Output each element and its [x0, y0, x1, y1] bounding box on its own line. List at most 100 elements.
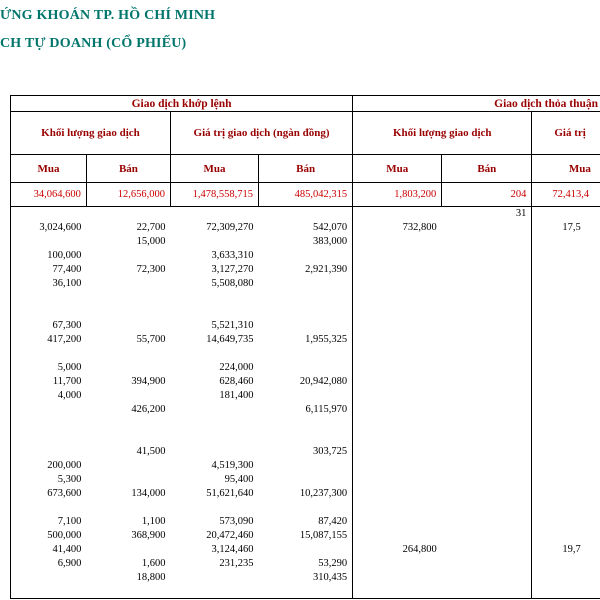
table-cell — [531, 458, 600, 473]
table-cell: 394,900 — [131, 376, 166, 387]
table-cell: 5,521,310 — [211, 320, 254, 331]
table-cell — [10, 416, 87, 431]
totals-cell: 485,042,315 — [258, 182, 354, 207]
table-cell — [531, 290, 600, 305]
table-cell: 7,100 — [10, 514, 87, 529]
table-cell — [442, 557, 532, 571]
table-cell — [352, 528, 442, 543]
table-row — [10, 584, 600, 599]
table-header: Giao dịch khớp lệnh Giao dịch thỏa thuận K… — [9, 95, 600, 183]
table-row — [10, 500, 600, 515]
table-cell — [86, 543, 170, 557]
table-cell — [10, 500, 87, 515]
table-cell: 4,000 — [10, 388, 87, 403]
table-cell — [170, 431, 258, 445]
table-cell: 100,000 — [10, 248, 87, 263]
table-cell — [531, 346, 600, 361]
table-cell: 5,508,080 — [211, 278, 254, 289]
table-cell — [442, 529, 532, 543]
table-row: 4,000 181,400 — [10, 388, 600, 403]
table-row: 5,300 95,400 — [10, 472, 600, 487]
table-cell: 17,5 — [531, 220, 600, 235]
table-cell: 500,000 — [10, 528, 87, 543]
report-title-line1: ỨNG KHOÁN TP. HỒ CHÍ MINH — [0, 8, 216, 23]
table-cell: 3,633,310 — [211, 250, 254, 261]
table-cell — [352, 500, 442, 515]
table-cell — [86, 584, 171, 599]
table-row: 673,600 134,000 51,621,640 10,237,300 — [10, 486, 600, 501]
table-cell — [259, 473, 353, 487]
table-cell — [170, 235, 258, 249]
table-cell — [352, 472, 442, 487]
totals-cell: 34,064,600 — [10, 182, 87, 207]
table-cell: 55,700 — [136, 334, 166, 345]
table-row: 36,100 5,508,080 — [10, 276, 600, 291]
table-cell — [442, 403, 532, 417]
table-cell — [352, 374, 442, 389]
table-row: 7,100 1,100 573,090 87,420 — [10, 514, 600, 529]
table-cell — [352, 248, 442, 263]
table-cell — [352, 486, 442, 501]
table-cell — [442, 291, 532, 305]
totals-cell: 1,803,200 — [352, 182, 443, 207]
table-cell — [442, 249, 532, 263]
table-cell — [170, 207, 258, 221]
table-cell: 231,235 — [219, 558, 254, 569]
table-row: 31 — [10, 206, 600, 221]
table-cell — [352, 290, 442, 305]
table-cell: 72,309,270 — [206, 222, 254, 233]
table-cell: 200,000 — [10, 458, 87, 473]
table-cell — [86, 291, 170, 305]
table-row: 18,800 310,435 — [10, 570, 600, 585]
table-cell — [352, 318, 442, 333]
table-cell — [352, 556, 442, 571]
table-cell: 303,725 — [313, 446, 348, 457]
totals-cell: 12,656,000 — [85, 182, 171, 207]
sub-header: Khối lượng giao dịch — [10, 111, 171, 155]
column-header: Mua — [10, 154, 87, 183]
table-cell — [10, 304, 87, 319]
table-cell — [531, 304, 600, 319]
table-cell: 41,500 — [136, 446, 166, 457]
table-cell: 67,300 — [10, 318, 87, 333]
table-cell — [352, 514, 442, 529]
table-cell — [259, 277, 353, 291]
table-cell — [86, 361, 170, 375]
table-cell: 1,600 — [141, 558, 166, 569]
table-cell: 53,290 — [318, 558, 348, 569]
table-cell — [531, 360, 600, 375]
table-cell — [10, 430, 87, 445]
table-cell — [442, 333, 532, 347]
table-cell: 18,800 — [136, 572, 166, 583]
table-cell — [86, 501, 170, 515]
table-row: 100,000 3,633,310 — [10, 248, 600, 263]
table-cell — [352, 332, 442, 347]
table-cell — [352, 262, 442, 277]
table-cell: 4,519,300 — [211, 460, 254, 471]
table-cell — [352, 388, 442, 403]
table-cell — [352, 304, 442, 319]
table-cell: 19,7 — [531, 542, 600, 557]
table-cell — [10, 402, 87, 417]
table-cell — [352, 360, 442, 375]
table-row: 5,000 224,000 — [10, 360, 600, 375]
group-header-row: Giao dịch khớp lệnh Giao dịch thỏa thuận — [9, 95, 600, 112]
table-cell — [170, 445, 258, 459]
table-cell — [259, 543, 353, 557]
table-cell: 95,400 — [224, 474, 254, 485]
table-cell — [259, 319, 353, 333]
table-cell — [352, 430, 442, 445]
table-cell — [86, 347, 170, 361]
table-cell — [442, 445, 532, 459]
table-cell — [170, 291, 258, 305]
table-cell: 1,955,325 — [305, 334, 348, 345]
table-row — [10, 430, 600, 445]
table-cell — [258, 584, 353, 599]
table-cell: 264,800 — [352, 542, 442, 557]
table-row: 41,500 303,725 — [10, 444, 600, 459]
table-cell — [86, 277, 170, 291]
table-cell — [352, 444, 442, 459]
table-cell: 14,649,735 — [206, 334, 254, 345]
table-cell — [531, 556, 600, 571]
table-cell: 20,942,080 — [299, 376, 348, 387]
